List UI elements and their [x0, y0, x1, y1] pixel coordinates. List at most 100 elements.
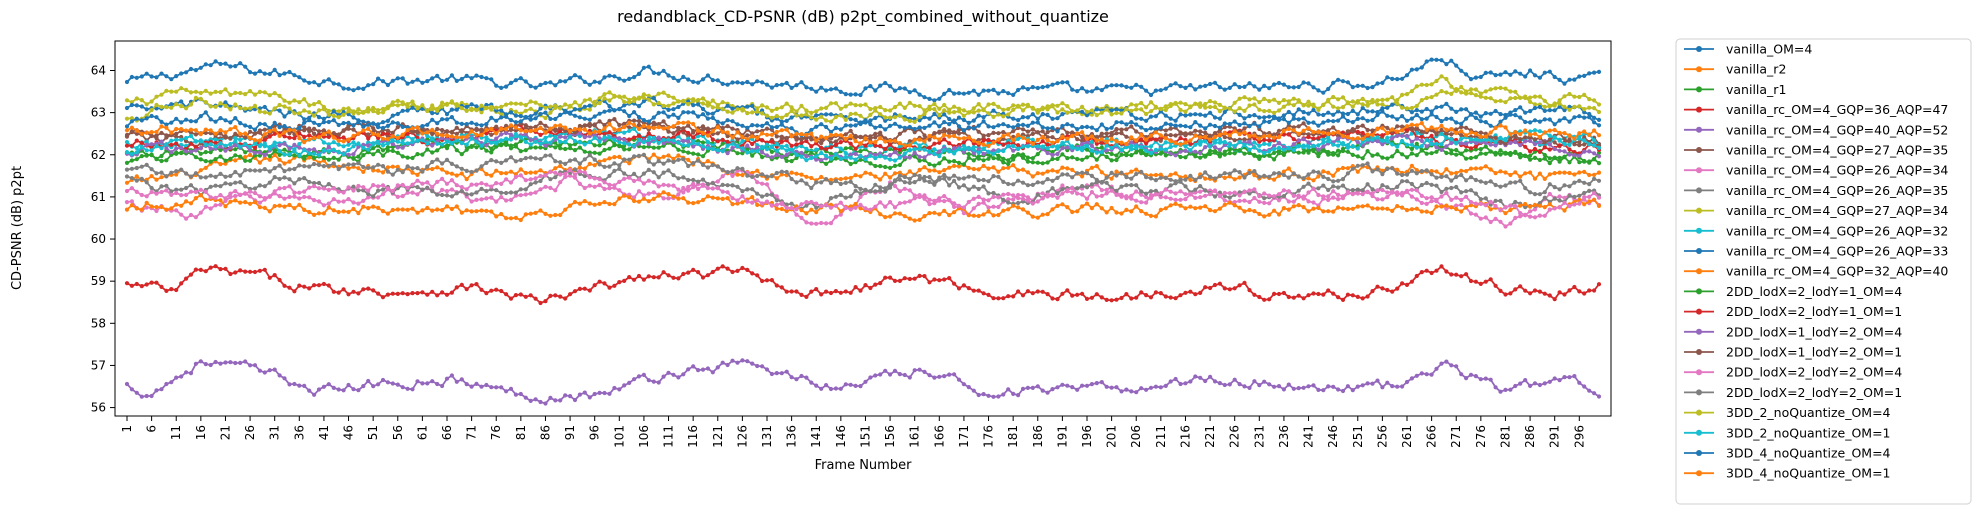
- data-point: [627, 147, 632, 152]
- data-point: [415, 152, 420, 157]
- data-point: [646, 178, 651, 183]
- data-point: [1454, 170, 1459, 176]
- data-point: [1473, 147, 1478, 152]
- data-point: [838, 386, 843, 391]
- data-point: [430, 131, 435, 137]
- data-point: [1306, 199, 1311, 204]
- data-point: [400, 76, 405, 81]
- data-point: [1080, 204, 1085, 209]
- data-point: [129, 186, 134, 191]
- data-point: [430, 150, 435, 155]
- data-point: [814, 287, 819, 292]
- data-point: [858, 384, 863, 389]
- data-point: [646, 141, 651, 146]
- data-point: [174, 172, 179, 177]
- data-point: [1592, 157, 1597, 162]
- data-point: [1025, 170, 1030, 175]
- data-point: [873, 163, 878, 169]
- data-point: [134, 206, 139, 211]
- data-point: [1542, 70, 1547, 75]
- data-point: [1409, 194, 1414, 199]
- data-point: [238, 154, 243, 159]
- data-point: [188, 149, 194, 154]
- data-point: [513, 174, 519, 179]
- data-point: [139, 104, 144, 109]
- data-point: [1488, 142, 1493, 147]
- data-point: [853, 285, 858, 290]
- data-point: [858, 149, 863, 154]
- data-point: [336, 189, 341, 194]
- data-point: [454, 285, 459, 290]
- data-point: [883, 368, 888, 373]
- data-point: [312, 392, 317, 397]
- data-point: [174, 151, 179, 156]
- data-point: [942, 374, 947, 379]
- data-point: [592, 202, 597, 207]
- data-point: [632, 195, 637, 200]
- data-point: [1350, 206, 1355, 211]
- data-point: [720, 264, 725, 269]
- data-point: [1016, 152, 1021, 157]
- data-point: [312, 184, 317, 189]
- data-point: [533, 170, 538, 175]
- data-point: [1459, 209, 1464, 214]
- data-point: [1552, 155, 1557, 160]
- data-point: [568, 167, 573, 173]
- data-point: [223, 87, 228, 92]
- data-point: [218, 184, 223, 189]
- data-point: [1370, 381, 1375, 386]
- data-point: [188, 141, 194, 146]
- data-point: [489, 173, 494, 178]
- data-point: [366, 378, 371, 384]
- data-point: [1276, 198, 1282, 203]
- data-point: [892, 146, 898, 151]
- data-point: [1099, 380, 1104, 385]
- data-point: [400, 385, 405, 390]
- data-point: [848, 145, 853, 150]
- data-point: [1468, 77, 1474, 82]
- data-point: [976, 113, 981, 118]
- data-point: [710, 269, 715, 275]
- data-point: [1134, 295, 1139, 300]
- data-point: [819, 145, 824, 150]
- data-point: [169, 77, 174, 82]
- data-point: [1144, 141, 1149, 146]
- data-point: [198, 90, 203, 96]
- data-point: [1577, 160, 1582, 165]
- data-point: [154, 208, 159, 214]
- data-point: [1454, 364, 1459, 369]
- data-point: [764, 153, 770, 158]
- data-point: [769, 139, 775, 144]
- data-point: [1439, 361, 1444, 366]
- data-point: [1011, 157, 1016, 162]
- plot-area: [115, 41, 1611, 416]
- data-point: [1045, 390, 1050, 395]
- data-point: [1296, 107, 1301, 112]
- data-point: [769, 149, 775, 154]
- data-point: [469, 76, 474, 81]
- data-point: [1503, 86, 1508, 91]
- data-point: [164, 381, 169, 387]
- data-point: [607, 201, 612, 207]
- data-point: [1473, 166, 1478, 171]
- data-point: [868, 84, 873, 89]
- data-point: [1163, 128, 1168, 133]
- data-point: [892, 105, 898, 110]
- data-point: [213, 359, 218, 365]
- data-point: [405, 105, 410, 110]
- data-point: [745, 359, 750, 364]
- data-point: [1168, 126, 1173, 131]
- data-point: [1547, 161, 1552, 166]
- data-point: [986, 137, 991, 143]
- data-point: [656, 175, 661, 180]
- data-point: [1109, 108, 1114, 113]
- data-point: [1414, 197, 1419, 202]
- data-point: [262, 71, 267, 76]
- data-point: [1478, 91, 1483, 96]
- data-point: [1109, 385, 1114, 390]
- data-point: [952, 178, 957, 183]
- data-point: [1326, 187, 1331, 193]
- data-point: [169, 150, 174, 155]
- data-point: [858, 157, 863, 162]
- data-point: [257, 205, 262, 210]
